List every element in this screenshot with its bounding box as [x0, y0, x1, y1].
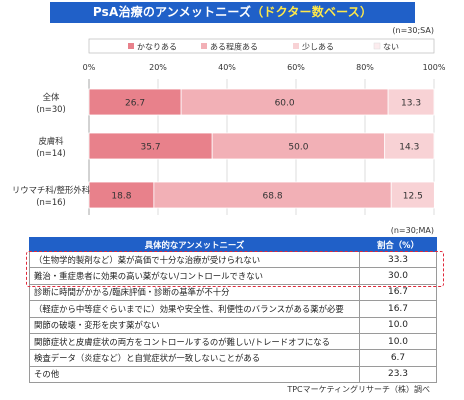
category-label: 皮膚科	[38, 136, 64, 146]
category-n-label: (n=16)	[36, 197, 66, 207]
bar-value-label: 26.7	[125, 99, 145, 109]
chart-title-highlight: （ドクター数ベース）	[251, 5, 373, 19]
bar-value-label: 68.8	[263, 192, 283, 202]
table-row: その他 23.3	[29, 365, 437, 384]
percent-cell: 30.0	[359, 267, 437, 285]
table-row: 診断に時間がかかる/臨床評価・診断の基準が不十分 16.7	[29, 283, 437, 302]
percent-cell: 16.7	[359, 283, 437, 302]
need-cell: （生物学的製剤など）薬が高価で十分な治療が受けられない	[29, 250, 360, 269]
need-cell: 関節症状と皮膚症状の両方をコントロールするのが難しい/トレードオフになる	[29, 332, 360, 351]
chart-title-banner: PsA治療のアンメットニーズ（ドクター数ベース）	[50, 2, 415, 23]
table-header-row: 具体的なアンメットニーズ 割合（%）	[29, 237, 437, 252]
chart-title-main: PsA治療のアンメットニーズ	[92, 5, 252, 19]
bar-value-label: 13.3	[401, 99, 421, 109]
stacked-bar-chart: かなりある ある程度ある 少しある ない 0% 20% 40% 60% 80% 100% 26.7 6…	[12, 38, 446, 215]
need-cell: （軽症から中等症ぐらいまでに）効果や安全性、利便性のバランスがある薬が必要	[29, 300, 360, 318]
bar-segment	[211, 132, 386, 160]
need-cell: 診断に時間がかかる/臨床評価・診断の基準が不十分	[29, 283, 360, 302]
x-tick-label: 60%	[287, 63, 305, 72]
legend-swatch	[373, 42, 381, 50]
bar-segment	[153, 181, 392, 209]
table-row: 難治・重症患者に効果の高い薬がない/コントロールできない 30.0	[29, 267, 437, 285]
x-tick-label: 40%	[218, 63, 236, 72]
x-tick-label: 0%	[83, 63, 96, 72]
legend-swatch	[293, 43, 299, 49]
table-header-percent: 割合（%）	[359, 237, 437, 252]
legend-box	[88, 38, 435, 54]
category-n-label: (n=30)	[36, 104, 66, 114]
bar-segment	[384, 132, 435, 160]
bar-value-label: 14.3	[399, 143, 419, 153]
table-row: 検査データ（炎症など）と自覚症状が一致しないことがある 6.7	[29, 349, 437, 367]
bar-segment	[390, 181, 435, 209]
legend-swatch	[128, 43, 134, 49]
category-label: リウマチ科/整形外科	[12, 185, 91, 195]
category-label: 全体	[43, 92, 60, 102]
legend-swatch	[201, 43, 207, 49]
need-cell: 関節の破壊・変形を戻す薬がない	[29, 316, 360, 334]
legend-label: ない	[383, 43, 399, 52]
bar-value-label: 50.0	[288, 143, 308, 153]
need-cell: 難治・重症患者に効果の高い薬がない/コントロールできない	[29, 267, 360, 285]
percent-cell: 16.7	[359, 300, 437, 318]
table-row: 関節の破壊・変形を戻す薬がない 10.0	[29, 316, 437, 334]
percent-cell: 23.3	[359, 365, 437, 384]
source-credit: TPCマーケティングリサーチ（株）調べ	[287, 385, 430, 394]
bar-value-label: 12.5	[403, 192, 423, 202]
percent-cell: 33.3	[359, 250, 437, 269]
legend-label: ある程度ある	[210, 42, 258, 52]
unmet-needs-table: 具体的なアンメットニーズ 割合（%） （生物学的製剤など）薬が高価で十分な治療が…	[29, 237, 437, 384]
bar-segment	[88, 132, 213, 160]
bar-value-label: 35.7	[141, 143, 161, 153]
x-tick-label: 20%	[149, 63, 167, 72]
percent-cell: 10.0	[359, 332, 437, 351]
category-n-label: (n=14)	[36, 148, 66, 158]
need-cell: 検査データ（炎症など）と自覚症状が一致しないことがある	[29, 349, 360, 367]
bar-value-label: 60.0	[275, 99, 295, 109]
table-row: （生物学的製剤など）薬が高価で十分な治療が受けられない 33.3	[29, 250, 437, 269]
table-row: （軽症から中等症ぐらいまでに）効果や安全性、利便性のバランスがある薬が必要 16.…	[29, 300, 437, 318]
table-row: 関節症状と皮膚症状の両方をコントロールするのが難しい/トレードオフになる 10.0	[29, 332, 437, 351]
bar-value-label: 18.8	[111, 192, 131, 202]
table-header-need: 具体的なアンメットニーズ	[29, 237, 360, 252]
x-tick-label: 100%	[423, 63, 446, 72]
percent-cell: 6.7	[359, 349, 437, 367]
percent-cell: 10.0	[359, 316, 437, 334]
x-tick-label: 80%	[356, 63, 374, 72]
legend-label: かなりある	[137, 43, 177, 52]
legend-label: 少しある	[302, 43, 334, 52]
table-sample-note: (n=30;MA)	[390, 226, 434, 235]
bar-segment	[88, 88, 182, 116]
chart-sample-note: (n=30;SA)	[392, 26, 434, 35]
bar-segment	[387, 88, 435, 116]
need-cell: その他	[29, 365, 360, 384]
